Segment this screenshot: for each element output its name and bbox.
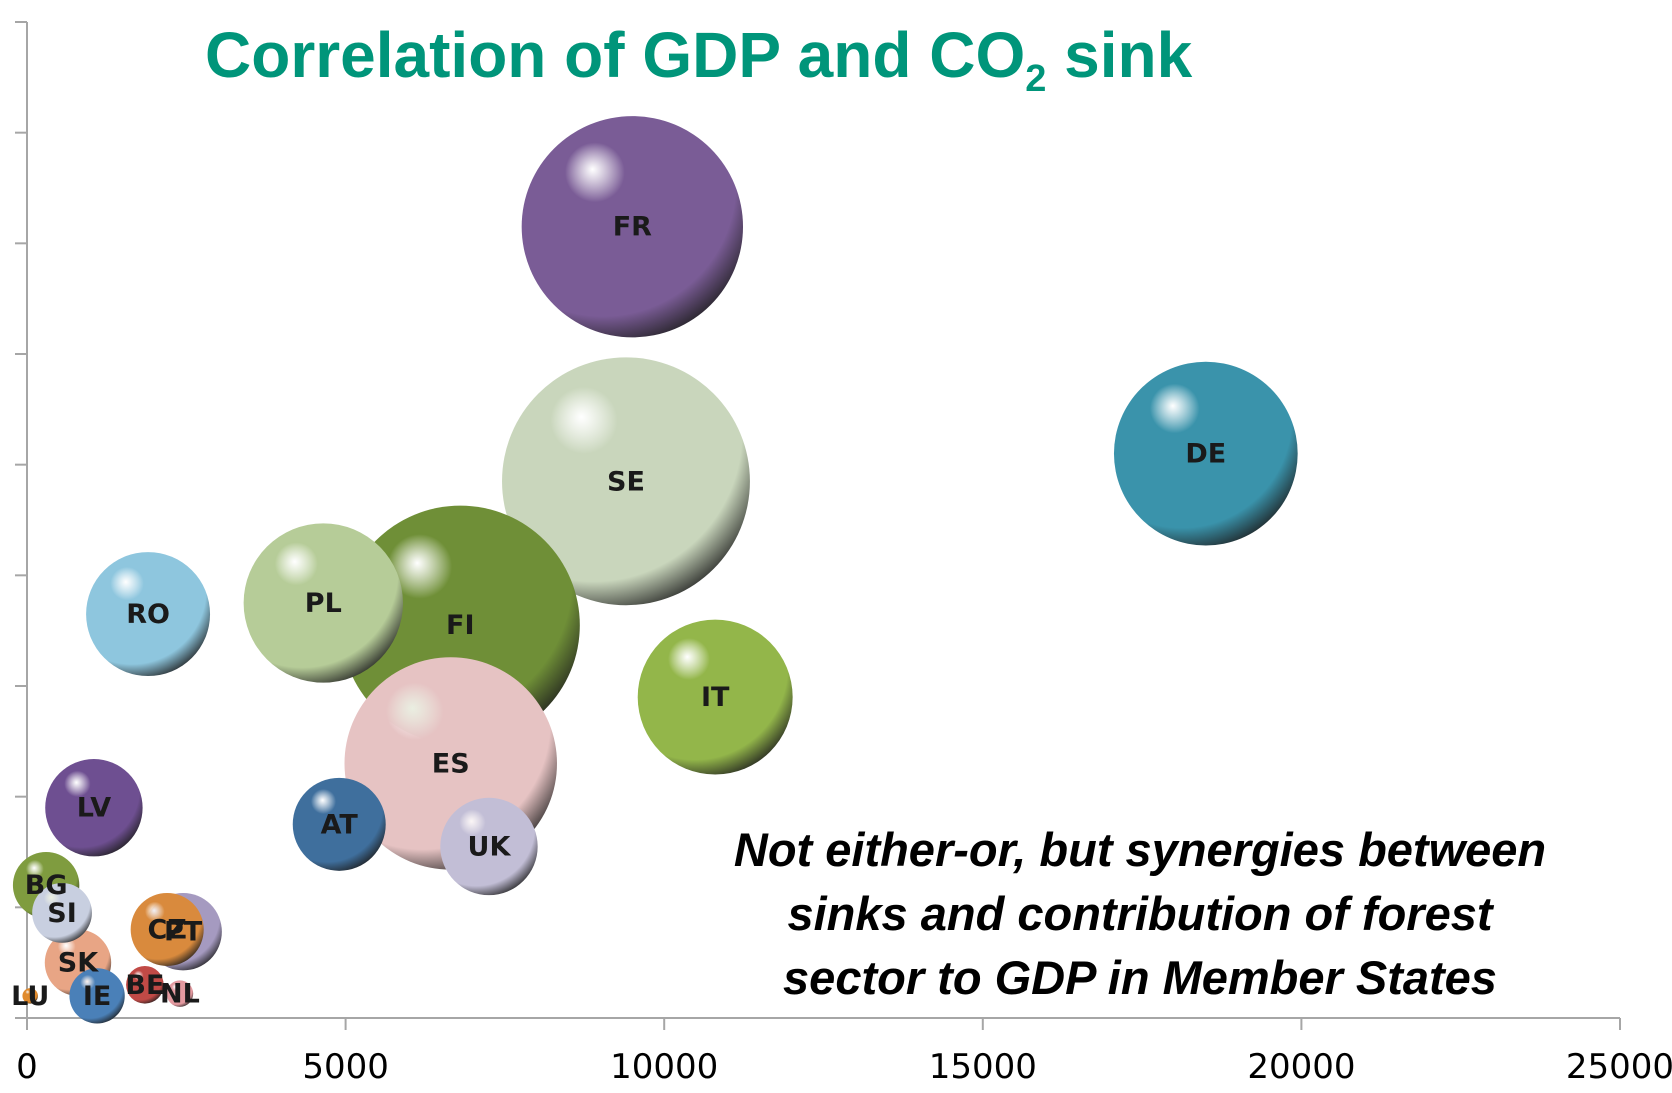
bubble-label-lu: LU <box>11 981 49 1012</box>
x-tick-label: 5000 <box>302 1047 389 1087</box>
bubble-label-si: SI <box>47 898 77 929</box>
bubble-label-se: SE <box>607 466 645 497</box>
bubble-label-at: AT <box>321 809 359 840</box>
bubble-label-fi: FI <box>446 610 475 641</box>
bubble-label-de: DE <box>1185 439 1226 470</box>
bubble-label-sk: SK <box>58 948 99 979</box>
bubble-label-pt: PT <box>164 917 203 948</box>
chart-title-subscript: 2 <box>1025 58 1046 100</box>
bubble-label-fr: FR <box>613 212 652 243</box>
chart-title-main: Correlation of GDP and CO <box>205 19 1025 91</box>
bubble-label-es: ES <box>432 748 470 779</box>
chart-title-suffix: sink <box>1046 19 1192 91</box>
bubble-label-bg: BG <box>25 870 68 901</box>
x-tick-label: 15000 <box>929 1047 1037 1087</box>
bubble-label-uk: UK <box>468 831 512 862</box>
x-tick-label: 25000 <box>1566 1047 1672 1087</box>
annotation-note: Not either-or, but synergies between sin… <box>690 818 1590 1010</box>
bubble-label-nl: NL <box>160 979 200 1010</box>
x-tick-label: 10000 <box>610 1047 718 1087</box>
bubble-label-be: BE <box>125 970 164 1001</box>
bubble-label-pl: PL <box>305 588 342 619</box>
annotation-line-2: sinks and contribution of forest <box>690 882 1590 946</box>
bubble-label-ro: RO <box>126 599 170 630</box>
bubble-label-it: IT <box>701 682 730 713</box>
bubble-label-ie: IE <box>83 981 112 1012</box>
annotation-line-3: sector to GDP in Member States <box>690 946 1590 1010</box>
x-tick-labels: 0 5000 10000 15000 20000 25000 <box>16 1047 1672 1087</box>
x-tick-label: 20000 <box>1247 1047 1355 1087</box>
bubble-label-lv: LV <box>77 793 111 824</box>
x-tick-label: 0 <box>16 1047 38 1087</box>
chart-title: Correlation of GDP and CO2 sink <box>205 18 1405 101</box>
annotation-line-1: Not either-or, but synergies between <box>690 818 1590 882</box>
